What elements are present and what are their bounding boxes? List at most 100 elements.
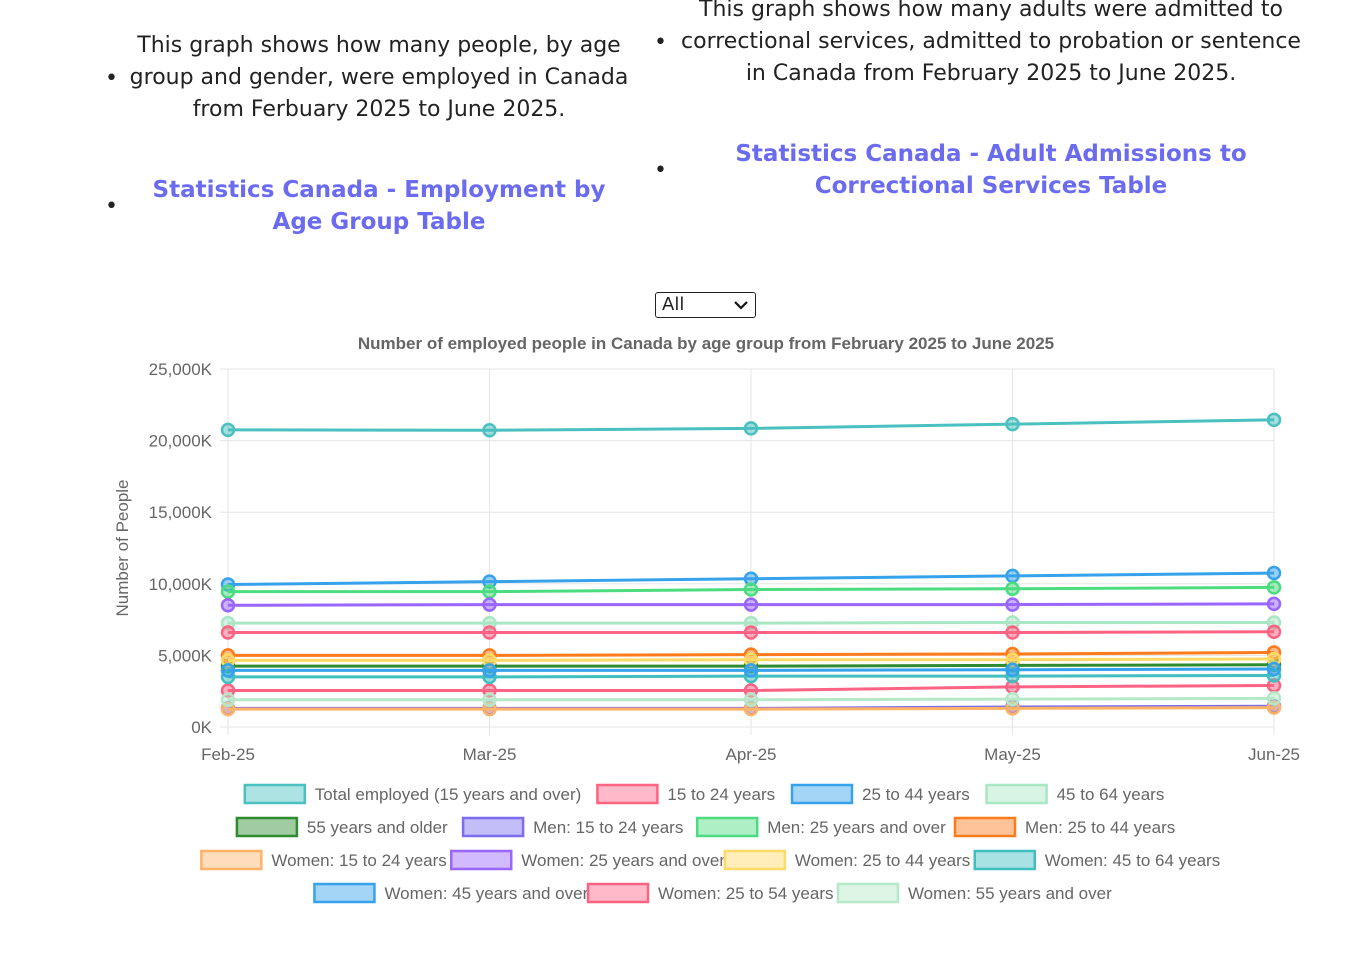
- legend-item[interactable]: Men: 15 to 24 years: [461, 816, 683, 838]
- legend-label: Women: 25 to 44 years: [795, 851, 970, 870]
- legend-swatch: [200, 849, 263, 871]
- x-tick-label: Jun-25: [1248, 745, 1300, 764]
- data-point[interactable]: [1266, 580, 1282, 595]
- legend-swatch: [243, 783, 307, 805]
- legend-item[interactable]: Women: 45 years and over: [313, 882, 589, 904]
- legend-item[interactable]: Women: 25 years and over: [450, 849, 725, 871]
- y-tick-label: 20,000K: [149, 432, 213, 451]
- chart-series: [220, 412, 1282, 717]
- data-point[interactable]: [1266, 412, 1282, 428]
- x-axis-ticks: Feb-25 Mar-25 Apr-25 May-25 Jun-25: [201, 745, 1300, 764]
- data-point[interactable]: [1266, 624, 1282, 640]
- legend-item[interactable]: Men: 25 years and over: [695, 816, 946, 838]
- legend-swatch: [235, 816, 299, 838]
- chart-legend: Total employed (15 years and over) 15 to …: [200, 783, 1220, 904]
- legend-label: Women: 45 to 64 years: [1045, 851, 1220, 870]
- data-point[interactable]: [482, 597, 497, 612]
- legend-item[interactable]: Women: 55 years and over: [836, 882, 1112, 904]
- employment-table-link[interactable]: Statistics Canada - Employment by Age Gr…: [152, 177, 606, 235]
- legend-item[interactable]: 55 years and older: [235, 816, 448, 838]
- data-point[interactable]: [482, 423, 497, 438]
- data-point[interactable]: [1005, 581, 1020, 597]
- legend-swatch: [596, 783, 659, 805]
- series-filter-select[interactable]: All: [655, 292, 756, 318]
- data-point[interactable]: [220, 584, 236, 599]
- x-tick-label: May-25: [984, 745, 1041, 764]
- series-0: [220, 412, 1282, 438]
- data-point[interactable]: [220, 663, 236, 678]
- legend-item[interactable]: Women: 15 to 24 years: [200, 849, 447, 871]
- legend-label: 45 to 64 years: [1057, 785, 1165, 804]
- legend-swatch: [973, 849, 1036, 871]
- y-axis-label: Number of People: [113, 479, 132, 616]
- data-point[interactable]: [1005, 691, 1020, 707]
- x-tick-label: Feb-25: [201, 745, 255, 764]
- y-tick-label: 5,000K: [158, 646, 213, 665]
- corrections-description: This graph shows how many adults were ad…: [681, 0, 1301, 86]
- legend-label: 25 to 44 years: [862, 785, 970, 804]
- series-10: [220, 651, 1282, 668]
- legend-label: Men: 25 to 44 years: [1025, 818, 1175, 837]
- legend-label: Women: 55 years and over: [908, 884, 1112, 903]
- data-point[interactable]: [743, 582, 759, 597]
- legend-swatch: [313, 882, 376, 904]
- right-link-block: Statistics Canada - Adult Admissions to …: [700, 138, 1282, 202]
- legend-item[interactable]: Total employed (15 years and over): [243, 783, 581, 805]
- corrections-table-link[interactable]: Statistics Canada - Adult Admissions to …: [735, 141, 1247, 199]
- legend-label: Men: 15 to 24 years: [533, 818, 683, 837]
- chart-title: Number of employed people in Canada by a…: [358, 334, 1054, 353]
- y-tick-label: 15,000K: [149, 503, 213, 522]
- series-6: [220, 580, 1282, 599]
- data-point[interactable]: [743, 421, 759, 436]
- data-point[interactable]: [220, 598, 236, 613]
- legend-item[interactable]: Women: 25 to 44 years: [723, 849, 970, 871]
- legend-swatch: [953, 816, 1017, 838]
- series-14: [220, 691, 1282, 708]
- legend-label: Women: 15 to 24 years: [271, 851, 446, 870]
- series-12: [220, 661, 1282, 678]
- data-point[interactable]: [482, 663, 497, 678]
- list-bullet: •: [654, 30, 667, 55]
- series-filter-value: All: [662, 294, 685, 315]
- legend-item[interactable]: Men: 25 to 44 years: [953, 816, 1175, 838]
- data-point[interactable]: [743, 663, 759, 678]
- left-info-block: This graph shows how many people, by age…: [128, 30, 630, 126]
- data-point[interactable]: [743, 625, 759, 640]
- data-point[interactable]: [1005, 416, 1020, 432]
- data-point[interactable]: [220, 625, 236, 640]
- data-point[interactable]: [743, 692, 759, 708]
- legend-label: Men: 25 years and over: [767, 818, 946, 837]
- data-point[interactable]: [1005, 597, 1020, 612]
- legend-swatch: [790, 783, 854, 805]
- legend-label: 15 to 24 years: [667, 785, 775, 804]
- data-point[interactable]: [1266, 596, 1282, 612]
- legend-swatch: [985, 783, 1048, 805]
- data-point[interactable]: [1005, 662, 1020, 677]
- legend-item[interactable]: 15 to 24 years: [596, 783, 775, 805]
- y-tick-label: 10,000K: [149, 575, 213, 594]
- series-13: [220, 624, 1282, 640]
- data-point[interactable]: [1005, 568, 1020, 584]
- legend-item[interactable]: Women: 45 to 64 years: [973, 849, 1220, 871]
- data-point[interactable]: [1005, 625, 1020, 640]
- right-info-block: This graph shows how many adults were ad…: [680, 0, 1302, 90]
- series-filter-box[interactable]: All: [655, 292, 756, 318]
- legend-item[interactable]: Women: 25 to 54 years: [586, 882, 834, 904]
- data-point[interactable]: [1266, 691, 1282, 706]
- y-tick-label: 25,000K: [149, 360, 213, 379]
- data-point[interactable]: [1266, 661, 1282, 677]
- legend-item[interactable]: 25 to 44 years: [790, 783, 970, 805]
- legend-item[interactable]: 45 to 64 years: [985, 783, 1165, 805]
- data-point[interactable]: [743, 597, 759, 612]
- data-point[interactable]: [482, 584, 497, 599]
- data-point[interactable]: [482, 625, 497, 640]
- legend-swatch: [836, 882, 900, 904]
- employment-description: This graph shows how many people, by age…: [129, 33, 629, 122]
- left-link-block: Statistics Canada - Employment by Age Gr…: [128, 174, 630, 238]
- data-point[interactable]: [482, 692, 497, 708]
- legend-label: Women: 25 years and over: [521, 851, 725, 870]
- data-point[interactable]: [1266, 565, 1282, 581]
- legend-swatch: [586, 882, 650, 904]
- data-point[interactable]: [220, 692, 236, 708]
- data-point[interactable]: [220, 422, 236, 438]
